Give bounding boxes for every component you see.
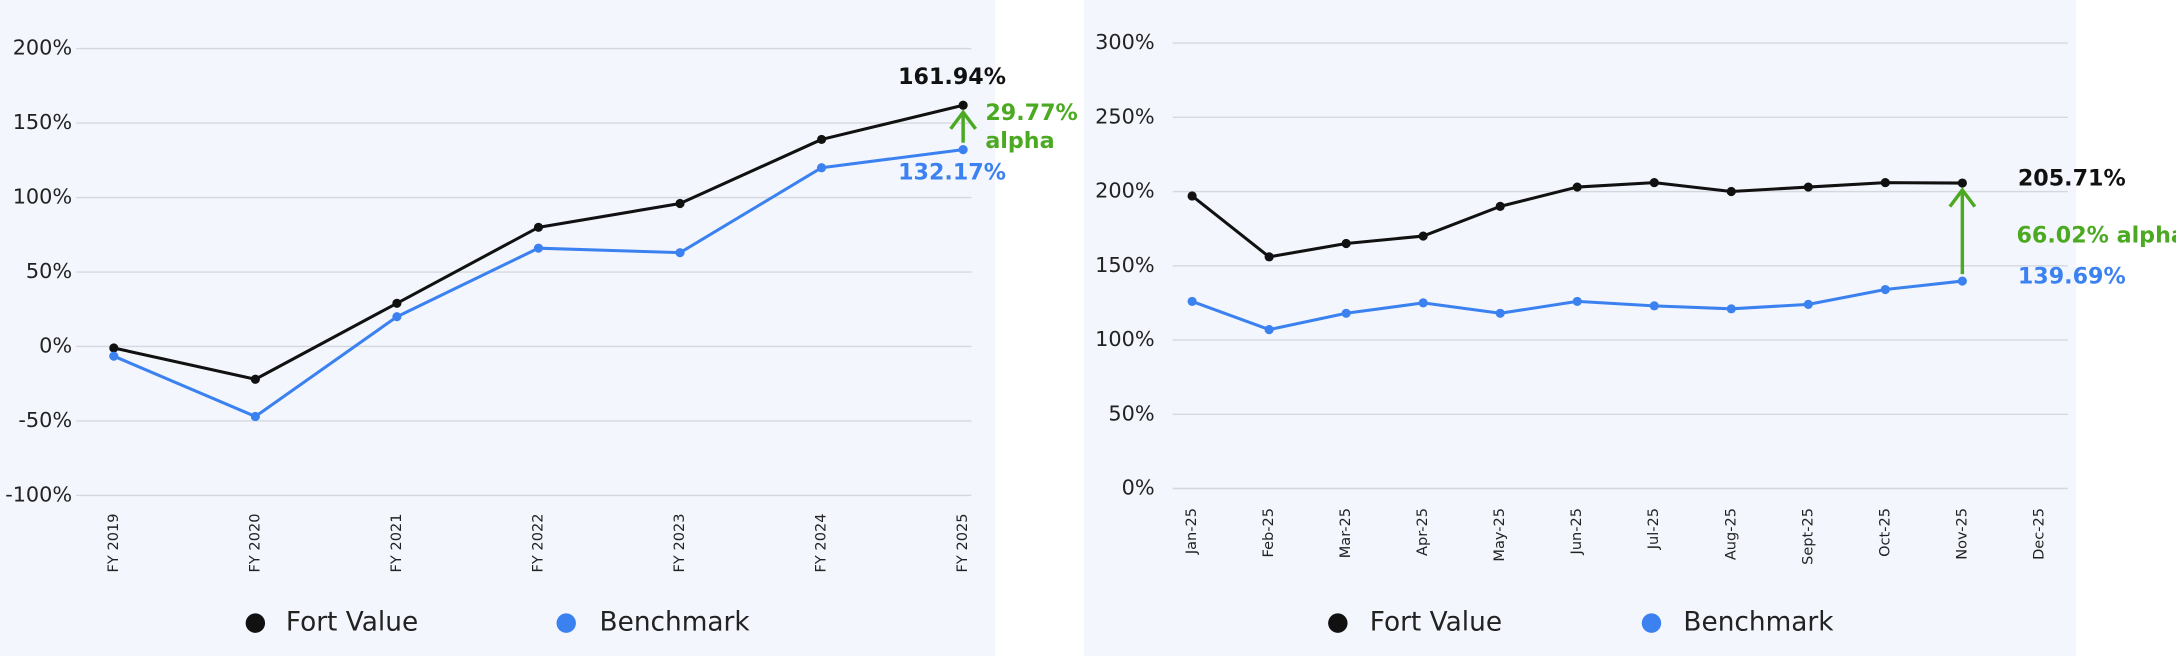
x-tick-label: Dec-25 [2030,508,2047,560]
value-label: 132.17% [898,160,1006,186]
data-point [1418,231,1428,241]
data-point [1880,284,1890,295]
data-point [1649,178,1659,188]
y-tick-label: 50% [26,259,72,283]
x-tick-label: Mar-25 [1337,508,1354,558]
x-tick-label: Oct-25 [1876,508,1893,557]
alpha-arrow-head [949,109,978,130]
y-tick-label: 0% [39,333,72,357]
data-point [392,312,402,322]
data-point [1803,182,1813,192]
legend-marker [1328,613,1348,633]
data-point [1187,296,1197,306]
panel-background [0,0,996,656]
y-tick-label: 250% [1095,104,1154,128]
data-point [109,351,119,361]
value-label: 139.69% [2018,263,2126,289]
x-tick-label: Apr-25 [1414,508,1431,556]
data-point [1418,298,1428,308]
x-tick-label: Jul-25 [1645,508,1662,550]
alpha-arrow-head [1948,187,1977,208]
legend-label: Benchmark [1683,608,1834,638]
alpha-annotation: 66.02% alpha [2016,223,2176,249]
y-tick-label: 300% [1095,30,1154,54]
x-tick-label: Aug-25 [1722,508,1739,560]
alpha-annotation: 29.77% [985,100,1077,126]
data-point [816,134,827,145]
y-tick-label: 200% [13,36,72,60]
data-point [1187,191,1197,201]
legend-label: Fort Value [1370,608,1502,638]
y-tick-label: 150% [13,110,72,134]
legend-label: Benchmark [600,608,751,638]
data-point [1495,308,1505,318]
x-tick-label: FY 2024 [813,513,830,572]
data-point [109,343,119,353]
data-point [392,298,402,308]
data-point [533,222,544,232]
value-label: 161.94% [898,64,1006,90]
data-point [250,411,260,422]
y-tick-label: -50% [18,408,72,432]
x-tick-label: Jun-25 [1568,508,1585,556]
panel-background [1083,0,2077,656]
y-tick-label: 100% [13,185,72,209]
data-point [250,374,260,384]
x-tick-label: FY 2022 [529,513,546,572]
alpha-annotation: alpha [985,128,1054,154]
x-tick-label: Nov-25 [1953,508,1970,560]
data-point [1880,178,1890,188]
data-point [675,248,685,258]
data-point [1264,252,1274,262]
data-point [958,145,968,155]
y-tick-label: -100% [5,482,72,506]
data-point [1495,201,1505,211]
x-tick-label: FY 2023 [671,513,688,572]
y-tick-label: 150% [1095,253,1154,277]
value-label: 205.71% [2018,165,2126,191]
data-point [1649,301,1659,311]
x-tick-label: Jan-25 [1183,508,1200,555]
x-tick-label: FY 2021 [388,513,405,572]
data-point [1341,238,1351,249]
data-point [1264,325,1274,335]
legend-marker [1641,613,1662,633]
x-tick-label: FY 2020 [246,513,263,572]
x-tick-label: May-25 [1491,508,1508,562]
x-tick-label: FY 2025 [954,513,971,572]
data-point [1726,304,1736,314]
data-point [1572,182,1582,192]
data-point [816,163,827,173]
data-point [533,243,544,253]
y-tick-label: 50% [1108,401,1154,425]
data-point [1957,276,1967,286]
legend-marker [245,613,266,633]
data-point [1572,296,1582,306]
x-tick-label: Sept-25 [1799,508,1816,565]
y-tick-label: 200% [1095,179,1154,203]
data-point [1341,308,1351,318]
x-tick-label: FY 2019 [105,513,122,572]
y-tick-label: 100% [1095,327,1154,351]
data-point [1803,299,1813,309]
data-point [958,100,968,110]
legend-label: Fort Value [286,608,418,638]
y-tick-label: 0% [1122,476,1155,500]
data-point [1957,178,1967,188]
legend-marker [556,613,576,633]
data-point [675,198,685,209]
data-point [1726,186,1736,197]
x-tick-label: Feb-25 [1260,508,1277,558]
